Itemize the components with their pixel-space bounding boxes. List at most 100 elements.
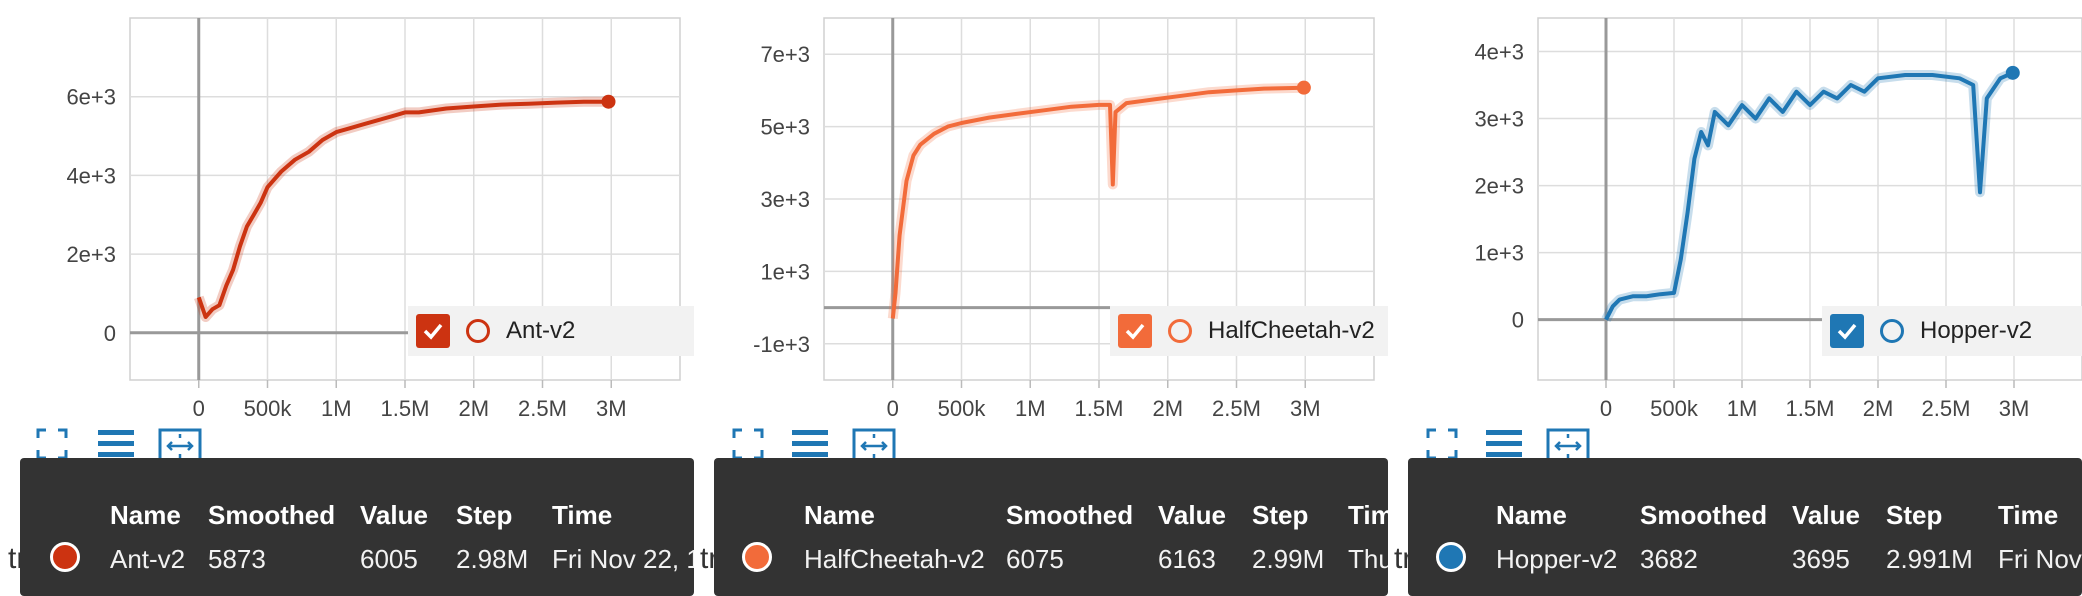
series-smoothed-line [1604, 70, 2014, 321]
tooltip-cell: 6163 [1158, 544, 1216, 574]
tooltip-header: Smoothed [208, 500, 336, 530]
x-tick-label: 2M [1152, 396, 1183, 420]
x-tick-label: 0 [887, 396, 899, 420]
tooltip-cell: 2.991M [1886, 544, 1973, 574]
y-tick-label: 4e+3 [1474, 40, 1524, 65]
checkbox-icon[interactable] [1118, 314, 1152, 348]
y-tick-label: 3e+3 [1474, 107, 1524, 132]
tooltip-header: Name [1496, 500, 1567, 530]
chart-svg: 0 500k 1M 1.5M 2M 2.5M 3M -1e+3 1e+3 3e+3 5e+3 7e+3 [753, 17, 1375, 420]
x-tick-label: 2.5M [1922, 396, 1971, 420]
expand-icon[interactable] [1426, 428, 1458, 465]
tooltip-header: Name [110, 500, 181, 530]
tooltip-cell: Hopper-v2 [1496, 544, 1618, 574]
y-tick-label: -1e+3 [753, 332, 810, 357]
x-tick-label: 2.5M [518, 396, 567, 420]
tooltip-header: Step [456, 500, 513, 530]
x-tick-label: 1M [1727, 396, 1758, 420]
tooltip-cell: 5873 [208, 544, 266, 574]
legend-hopper: Hopper-v2 [1822, 306, 2082, 356]
y-tick-label: 3e+3 [760, 187, 810, 212]
tooltip-header: Value [1792, 500, 1860, 530]
chart-svg: 0 500k 1M 1.5M 2M 2.5M 3M 0 2e+3 4e+3 6e+3 [66, 17, 681, 420]
x-tick-label: 500k [938, 396, 987, 420]
x-tick-label: 1.5M [1075, 396, 1124, 420]
x-tick-label: 3M [1999, 396, 2030, 420]
chart-svg: 0 500k 1M 1.5M 2M 2.5M 3M 0 1e+3 2e+3 3e+3 4e+3 [1474, 17, 2082, 420]
chart-panel-hopper: 0 500k 1M 1.5M 2M 2.5M 3M 0 1e+3 2e+3 3e+3 4e+3 Hop… [1388, 0, 2082, 596]
y-tick-label: 0 [104, 321, 116, 346]
y-tick-label: 1e+3 [1474, 241, 1524, 266]
tooltip-ant: Name Smoothed Value Step Time Ant-v2 587… [20, 458, 694, 596]
tooltip-cell: 6005 [360, 544, 418, 574]
tooltip-header: Value [1158, 500, 1226, 530]
series-ring-icon [1168, 319, 1192, 343]
series-end-point [601, 94, 616, 109]
tooltip-header: Time [552, 500, 613, 530]
tooltip-header: Step [1886, 500, 1943, 530]
y-tick-label: 1e+3 [760, 259, 810, 284]
tooltip-cell: Fri Nov [1998, 544, 2082, 574]
x-tick-label: 500k [244, 396, 293, 420]
tooltip-cell: HalfCheetah-v2 [804, 544, 985, 574]
list-icon[interactable] [1486, 428, 1522, 465]
chart-panel-halfcheetah: 0 500k 1M 1.5M 2M 2.5M 3M -1e+3 1e+3 3e+3 5e+3 7e+3… [694, 0, 1388, 596]
tooltip-hopper: Name Smoothed Value Step Time Hopper-v2 … [1408, 458, 2082, 596]
tooltip-cell: Ant-v2 [110, 544, 186, 574]
series-end-point [2005, 65, 2020, 80]
series-ring-icon [1880, 319, 1904, 343]
x-tick-label: 1.5M [381, 396, 430, 420]
tooltip-header: Name [804, 500, 875, 530]
series-dot-icon [1436, 542, 1466, 572]
series-dot-icon [742, 542, 772, 572]
list-icon[interactable] [98, 428, 134, 465]
chart-panel-ant: 0 500k 1M 1.5M 2M 2.5M 3M 0 2e+3 4e+3 6e+3 Ant-v2 … [0, 0, 694, 596]
legend-ant: Ant-v2 [408, 306, 694, 356]
tooltip-cell: 2.98M [456, 544, 529, 574]
legend-halfcheetah: HalfCheetah-v2 [1110, 306, 1388, 356]
x-tick-label: 0 [193, 396, 205, 420]
tooltip-header: Value [360, 500, 428, 530]
y-tick-label: 4e+3 [66, 163, 116, 188]
legend-label: HalfCheetah-v2 [1208, 317, 1375, 344]
y-tick-label: 5e+3 [760, 115, 810, 140]
x-tick-label: 0 [1600, 396, 1612, 420]
list-icon[interactable] [792, 428, 828, 465]
expand-icon[interactable] [732, 428, 764, 465]
series-dot-icon [50, 542, 80, 572]
tooltip-header: Smoothed [1006, 500, 1134, 530]
expand-icon[interactable] [36, 428, 68, 465]
series-smoothed-line [196, 99, 609, 319]
x-tick-label: 3M [1290, 396, 1321, 420]
legend-label: Hopper-v2 [1920, 317, 2033, 344]
series-smoothed-line [890, 85, 1304, 319]
y-tick-label: 2e+3 [66, 242, 116, 267]
x-tick-label: 2.5M [1212, 396, 1261, 420]
x-tick-label: 3M [596, 396, 627, 420]
y-tick-label: 2e+3 [1474, 174, 1524, 199]
tooltip-halfcheetah: Name Smoothed Value Step Tim HalfCheetah… [714, 458, 1388, 596]
tooltip-cell: 2.99M [1252, 544, 1325, 574]
x-tick-label: 500k [1650, 396, 1699, 420]
series-raw-line [194, 96, 609, 322]
tooltip-cell: 3695 [1792, 544, 1850, 574]
tooltip-header: Time [1998, 500, 2059, 530]
x-tick-label: 2M [1863, 396, 1894, 420]
y-tick-label: 7e+3 [760, 42, 810, 67]
checkbox-icon[interactable] [416, 314, 450, 348]
y-tick-label: 0 [1512, 308, 1524, 333]
x-tick-label: 1M [1015, 396, 1046, 420]
series-ring-icon [466, 319, 490, 343]
checkbox-icon[interactable] [1830, 314, 1864, 348]
tooltip-cell: Thu [1348, 544, 1388, 574]
x-tick-label: 2M [458, 396, 489, 420]
y-tick-label: 6e+3 [66, 85, 116, 110]
legend-label: Ant-v2 [506, 317, 576, 344]
tooltip-header: Step [1252, 500, 1309, 530]
tooltip-cell: 3682 [1640, 544, 1698, 574]
x-tick-label: 1M [321, 396, 352, 420]
tooltip-cell: Fri Nov 22, 1 [552, 544, 694, 574]
x-tick-label: 1.5M [1786, 396, 1835, 420]
tooltip-header: Tim [1348, 500, 1388, 530]
series-end-point [1296, 80, 1311, 95]
